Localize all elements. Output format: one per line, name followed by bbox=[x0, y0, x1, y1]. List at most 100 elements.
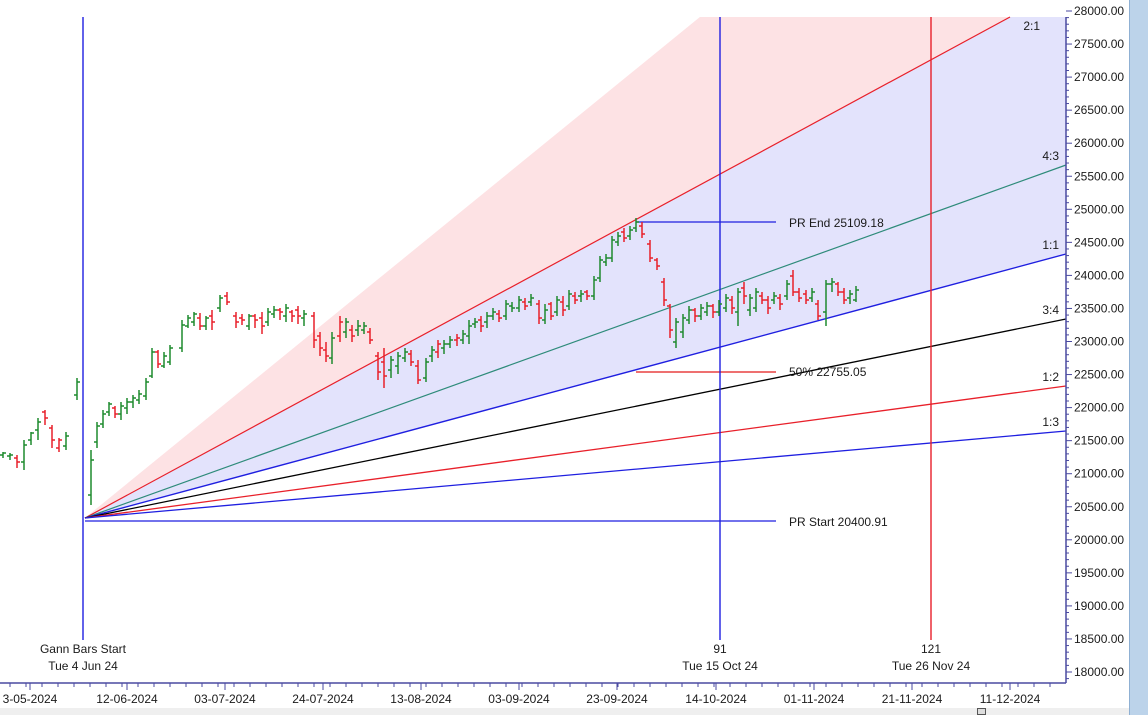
down-bar bbox=[311, 312, 317, 348]
up-bar bbox=[100, 410, 106, 428]
up-bar bbox=[723, 294, 729, 312]
y-tick-label: 23000.00 bbox=[1074, 335, 1124, 349]
down-bar bbox=[42, 410, 48, 425]
up-bar bbox=[673, 318, 679, 348]
down-bar bbox=[197, 313, 203, 330]
up-bar bbox=[591, 276, 597, 300]
up-bar bbox=[784, 280, 790, 300]
ratio-1-1-label: 1:1 bbox=[1042, 238, 1059, 252]
up-bar bbox=[829, 278, 835, 292]
x-tick-label: 13-08-2024 bbox=[390, 692, 452, 706]
x-tick-label: 12-06-2024 bbox=[96, 692, 158, 706]
down-bar bbox=[239, 314, 245, 325]
y-tick-label: 20000.00 bbox=[1074, 533, 1124, 547]
y-axis-ticks: 28000.00 27500.00 27000.00 26500.00 26000.00… bbox=[1066, 4, 1124, 680]
down-bar bbox=[233, 312, 239, 328]
up-bar bbox=[542, 304, 548, 324]
ratio-2-1-label: 2:1 bbox=[1023, 19, 1040, 33]
x-axis-ticks: 3-05-2024 12-06-2024 03-07-2024 24-07-2024 1… bbox=[3, 683, 1051, 706]
down-bar bbox=[56, 438, 62, 452]
up-bar bbox=[484, 312, 490, 328]
y-tick-label: 23500.00 bbox=[1074, 301, 1124, 315]
down-bar bbox=[835, 282, 841, 296]
up-bar bbox=[329, 332, 335, 364]
up-bar bbox=[74, 378, 80, 400]
up-bar bbox=[704, 302, 710, 316]
up-bar bbox=[35, 418, 41, 440]
up-bar bbox=[753, 288, 759, 312]
down-bar bbox=[49, 425, 55, 448]
up-bar bbox=[185, 315, 191, 328]
down-bar bbox=[295, 306, 301, 324]
marker-91-label: 91 bbox=[713, 642, 727, 656]
down-bar bbox=[548, 302, 554, 320]
up-bar bbox=[528, 294, 534, 306]
x-tick-label: 3-05-2024 bbox=[3, 692, 58, 706]
up-bar bbox=[423, 358, 429, 382]
up-bar bbox=[686, 306, 692, 324]
y-tick-label: 21500.00 bbox=[1074, 434, 1124, 448]
y-tick-label: 22500.00 bbox=[1074, 368, 1124, 382]
up-bar bbox=[130, 395, 136, 408]
fan-line-1-2 bbox=[84, 385, 1067, 519]
up-bar bbox=[809, 288, 815, 302]
down-bar bbox=[621, 228, 627, 242]
x-tick-label: 24-07-2024 bbox=[292, 692, 354, 706]
y-tick-label: 27000.00 bbox=[1074, 70, 1124, 84]
ratio-3-4-label: 3:4 bbox=[1042, 303, 1059, 317]
horizontal-scroll-thumb[interactable] bbox=[977, 708, 986, 715]
down-bar bbox=[289, 310, 295, 322]
up-bar bbox=[680, 314, 686, 338]
up-bar bbox=[509, 302, 515, 312]
x-tick-label: 01-11-2024 bbox=[784, 692, 845, 706]
down-bar bbox=[496, 310, 502, 322]
up-bar bbox=[94, 422, 100, 448]
down-bar bbox=[337, 316, 343, 342]
up-bar bbox=[747, 294, 753, 316]
down-bar bbox=[112, 406, 118, 418]
gann-start-label: Gann Bars Start bbox=[40, 642, 127, 656]
up-bar bbox=[627, 226, 633, 240]
up-bar bbox=[167, 345, 173, 365]
up-bar bbox=[609, 236, 615, 262]
y-tick-label: 18500.00 bbox=[1074, 632, 1124, 646]
down-bar bbox=[317, 332, 323, 356]
horizontal-scrollbar[interactable] bbox=[0, 708, 1129, 715]
up-bar bbox=[429, 346, 435, 362]
down-bar bbox=[803, 290, 809, 304]
down-bar bbox=[323, 342, 329, 362]
x-tick-label: 14-10-2024 bbox=[685, 692, 747, 706]
up-bar bbox=[217, 295, 223, 312]
x-tick-label: 03-09-2024 bbox=[488, 692, 550, 706]
down-bar bbox=[478, 316, 484, 332]
up-bar bbox=[853, 286, 859, 302]
fan-lower-zone bbox=[85, 17, 1066, 518]
y-tick-label: 25000.00 bbox=[1074, 202, 1124, 216]
up-bar bbox=[7, 453, 13, 460]
up-bar bbox=[136, 390, 142, 404]
up-bar bbox=[149, 348, 155, 378]
down-bar bbox=[252, 314, 258, 328]
up-bar bbox=[633, 218, 639, 232]
up-bar bbox=[161, 352, 167, 368]
down-bar bbox=[454, 334, 460, 346]
down-bar bbox=[729, 296, 735, 314]
marker-91-date: Tue 15 Oct 24 bbox=[682, 659, 758, 673]
up-bar bbox=[441, 340, 447, 354]
x-tick-label: 21-11-2024 bbox=[882, 692, 943, 706]
up-bar bbox=[143, 378, 149, 400]
fan-line-3-4 bbox=[84, 318, 1067, 519]
down-bar bbox=[367, 328, 373, 344]
y-tick-label: 18000.00 bbox=[1074, 665, 1124, 679]
down-bar bbox=[381, 348, 387, 388]
up-bar bbox=[402, 348, 408, 362]
down-bar bbox=[796, 288, 802, 302]
vertical-scrollbar[interactable] bbox=[1129, 0, 1148, 715]
down-bar bbox=[759, 292, 765, 304]
ohlc-bars bbox=[0, 218, 859, 505]
y-tick-label: 22000.00 bbox=[1074, 401, 1124, 415]
up-bar bbox=[388, 356, 394, 378]
down-bar bbox=[415, 360, 421, 384]
down-bar bbox=[777, 294, 783, 310]
